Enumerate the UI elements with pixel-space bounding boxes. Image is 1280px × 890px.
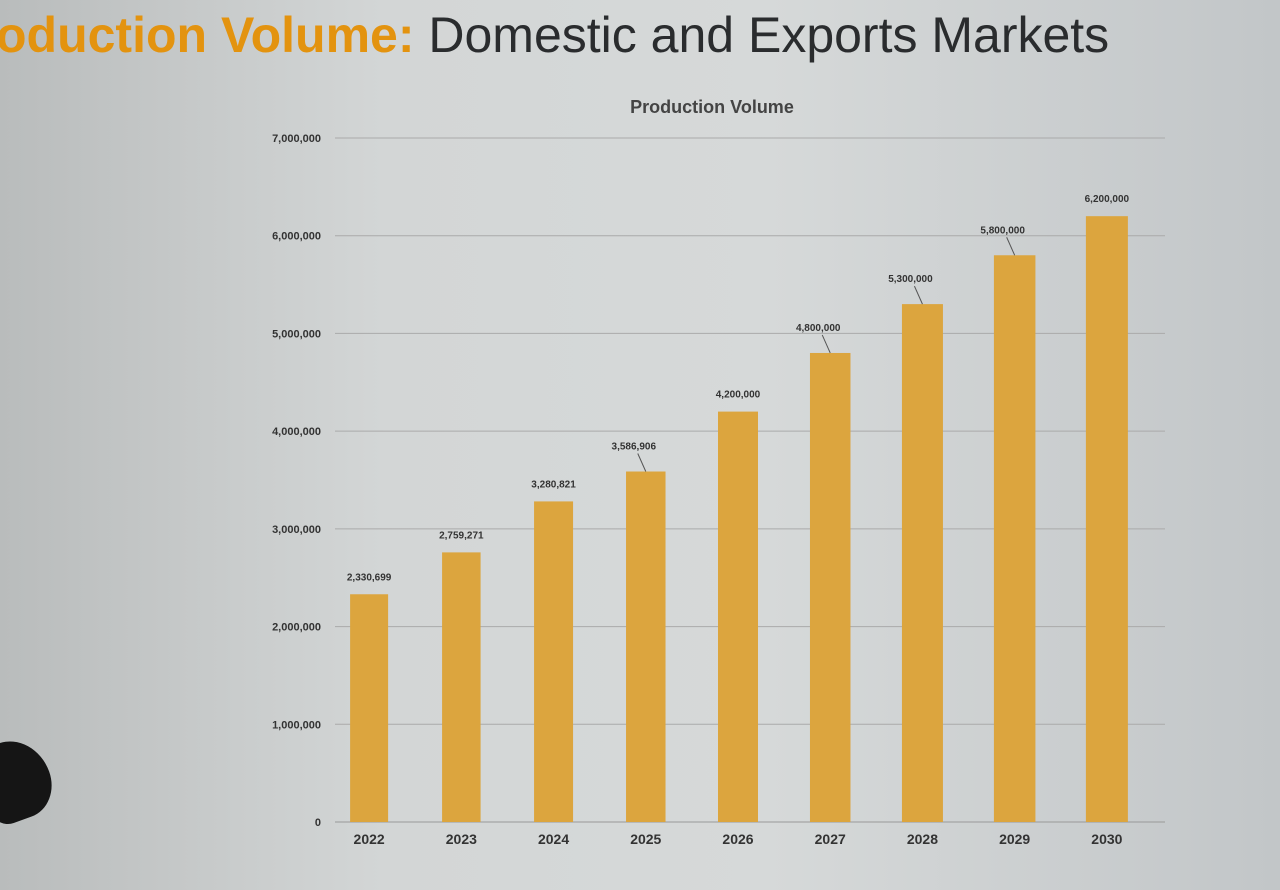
bar-2024 [534, 501, 574, 822]
bar-2026 [718, 411, 758, 822]
bar-2030 [1085, 216, 1128, 822]
y-tick-label: 3,000,000 [272, 524, 321, 536]
bar-2028 [901, 304, 943, 823]
y-tick-label: 1,000,000 [272, 719, 321, 731]
data-label: 3,280,821 [531, 479, 576, 490]
data-label-leader [913, 285, 923, 305]
x-tick-label: 2022 [354, 831, 385, 847]
data-label: 6,200,000 [1085, 194, 1130, 205]
data-label: 4,200,000 [716, 390, 761, 401]
x-tick-label: 2025 [630, 831, 661, 847]
y-tick-label: 6,000,000 [272, 231, 321, 243]
data-label: 5,800,000 [980, 225, 1025, 236]
data-label: 4,800,000 [796, 323, 841, 334]
data-label: 2,330,699 [347, 572, 392, 583]
x-tick-label: 2023 [446, 831, 477, 847]
y-tick-label: 0 [315, 817, 321, 829]
data-label: 2,759,271 [439, 530, 484, 541]
x-tick-label: 2024 [538, 831, 569, 847]
chart-title: Production Volume [630, 97, 794, 117]
slide-title: oduction Volume: Domestic and Exports Ma… [0, 6, 1109, 64]
y-tick-label: 2,000,000 [272, 622, 321, 634]
x-tick-label: 2027 [815, 831, 846, 847]
bar-2023 [442, 552, 481, 822]
x-tick-label: 2028 [907, 831, 938, 847]
data-label: 3,586,906 [612, 442, 657, 453]
slide-title-rest: Domestic and Exports Markets [428, 7, 1110, 63]
data-label-leader [1006, 237, 1016, 256]
bar-2029 [993, 255, 1036, 822]
slide-title-accent: oduction Volume: [0, 7, 415, 63]
y-tick-label: 7,000,000 [272, 133, 321, 145]
data-label-leader [821, 334, 831, 354]
data-label: 5,300,000 [888, 274, 933, 285]
x-tick-label: 2030 [1091, 831, 1122, 847]
data-label-leader [637, 453, 647, 472]
bar-2025 [626, 471, 666, 822]
x-tick-label: 2029 [999, 831, 1030, 847]
y-tick-label: 5,000,000 [272, 328, 321, 340]
x-tick-label: 2026 [722, 831, 753, 847]
y-tick-label: 4,000,000 [272, 426, 321, 438]
bar-2027 [809, 352, 851, 822]
bar-2022 [350, 594, 389, 822]
